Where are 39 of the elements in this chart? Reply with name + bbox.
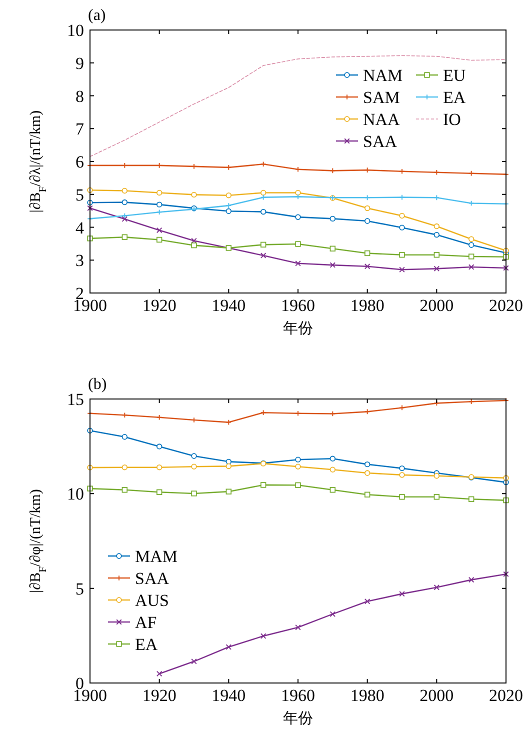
x-tick-label: 1980 — [350, 686, 384, 705]
y-tick-label: 7 — [76, 120, 84, 139]
x-axis-title: 年份 — [283, 320, 313, 337]
x-tick-label: 2020 — [489, 296, 523, 315]
x-tick-label: 1960 — [281, 296, 315, 315]
legend-label: EU — [443, 66, 466, 85]
y-tick-label: 5 — [76, 185, 84, 204]
y-tick-label: 10 — [67, 21, 84, 40]
chart-title: (b) — [88, 376, 107, 393]
legend-label: SAA — [363, 132, 398, 151]
x-tick-label: 1940 — [212, 296, 246, 315]
y-tick-label: 5 — [76, 579, 84, 598]
legend-label: SAM — [363, 88, 400, 107]
x-tick-label: 1940 — [212, 686, 246, 705]
legend-label: EA — [443, 88, 466, 107]
x-tick-label: 1920 — [142, 296, 176, 315]
x-tick-label: 2000 — [420, 296, 454, 315]
y-tick-label: 8 — [76, 86, 84, 106]
legend-label: EA — [135, 635, 158, 654]
legend-label: NAA — [363, 110, 401, 129]
x-tick-label: 2020 — [489, 686, 523, 705]
legend-label: IO — [443, 110, 461, 129]
legend-label: AF — [135, 613, 157, 632]
y-tick-label: 15 — [67, 390, 84, 409]
y-tick-label: 6 — [76, 152, 84, 172]
legend-label: MAM — [135, 547, 178, 566]
legend-label: NAM — [363, 66, 403, 85]
chart-title: (a) — [88, 7, 106, 24]
y-tick-label: 3 — [76, 251, 84, 270]
y-tick-label: 9 — [76, 54, 84, 73]
y-tick-label: 4 — [76, 218, 84, 238]
x-tick-label: 1920 — [142, 686, 176, 705]
x-tick-label: 1980 — [350, 296, 384, 315]
legend-label: AUS — [135, 591, 170, 610]
x-tick-label: 2000 — [420, 686, 454, 705]
x-axis-title: 年份 — [283, 710, 313, 727]
legend-label: SAA — [135, 569, 170, 588]
y-tick-label: 10 — [67, 484, 84, 504]
x-tick-label: 1960 — [281, 686, 315, 705]
